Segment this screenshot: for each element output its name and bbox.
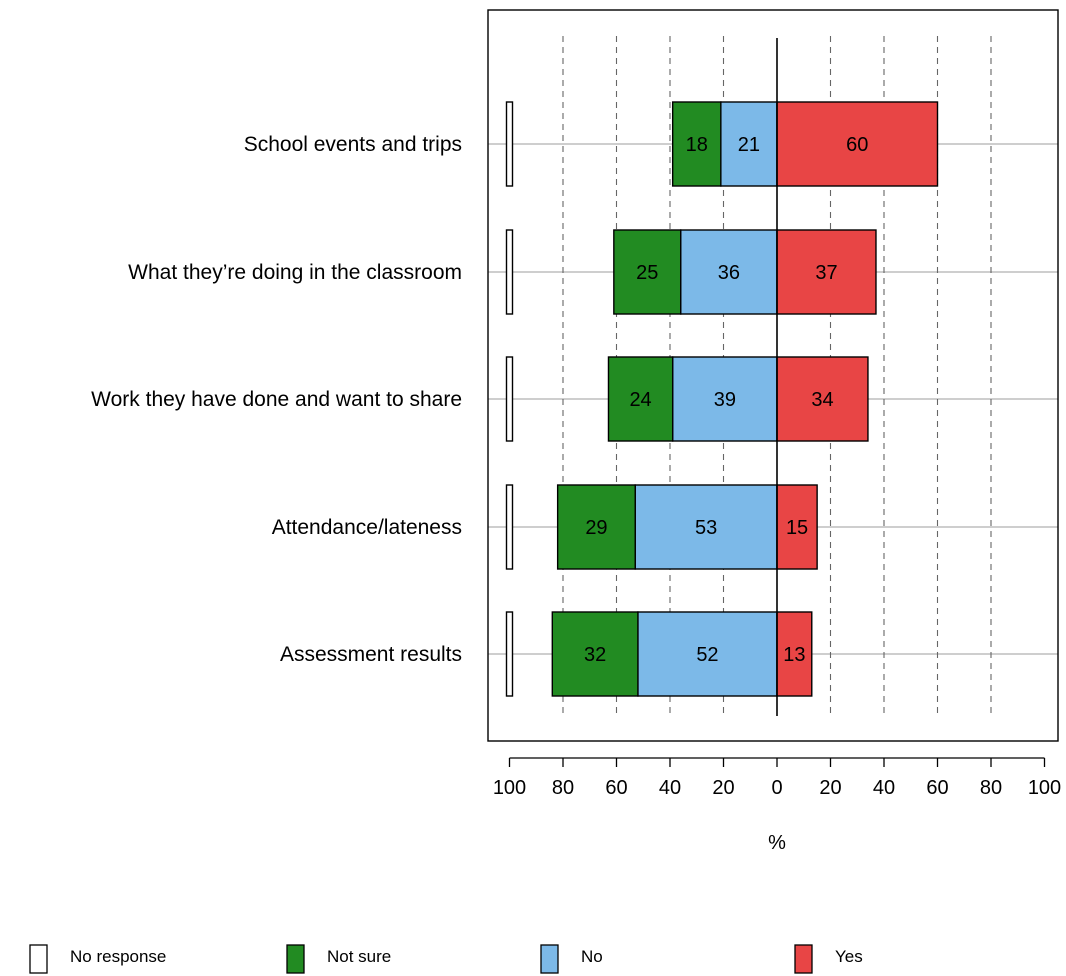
value-label-yes: 37 (815, 262, 837, 284)
x-tick-label: 20 (712, 777, 734, 799)
bars-layer: 18 21 60 25 36 37 24 39 34 29 53 15 32 52 13 (505, 101, 939, 697)
plot-frame (487, 9, 1059, 742)
value-label-not-sure: 32 (584, 644, 606, 666)
category-label: Attendance/lateness (272, 516, 462, 539)
bar-not-sure (551, 611, 639, 697)
x-tick-label: 40 (659, 777, 681, 799)
bar-no-response (505, 484, 514, 570)
value-label-no: 53 (695, 517, 717, 539)
bar-no-response (505, 229, 514, 315)
x-tick-label: 40 (873, 777, 895, 799)
value-label-no: 39 (714, 389, 736, 411)
category-label: What they’re doing in the classroom (128, 261, 462, 284)
x-tick-label: 100 (1028, 777, 1061, 799)
bar-no (671, 356, 778, 442)
legend-swatch (286, 944, 305, 974)
bar-not-sure (607, 356, 674, 442)
value-label-yes: 60 (846, 134, 868, 156)
legend-swatch (29, 944, 48, 974)
x-tick-label: 100 (493, 777, 526, 799)
bar-not-sure (671, 101, 722, 187)
category-label: Assessment results (280, 643, 462, 666)
bar-yes (776, 356, 869, 442)
value-label-yes: 34 (811, 389, 833, 411)
legend-label: No (581, 947, 603, 966)
bar-no (720, 101, 778, 187)
bar-no-response (505, 611, 514, 697)
bar-no-response (505, 101, 514, 187)
value-label-not-sure: 18 (686, 134, 708, 156)
value-label-no: 36 (718, 262, 740, 284)
category-label: School events and trips (244, 133, 462, 156)
x-tick-label: 60 (605, 777, 627, 799)
value-label-yes: 15 (786, 517, 808, 539)
value-label-yes: 13 (783, 644, 805, 666)
legend-layer: No response Not sure No Yes (29, 944, 863, 974)
category-label: Work they have done and want to share (91, 388, 462, 411)
value-label-not-sure: 24 (629, 389, 651, 411)
legend-label: No response (70, 947, 166, 966)
x-tick-label: 20 (819, 777, 841, 799)
x-tick-label: 80 (552, 777, 574, 799)
legend-swatch (540, 944, 559, 974)
value-label-no: 52 (696, 644, 718, 666)
category-label-layer: School events and trips What they’re doin… (91, 133, 462, 666)
legend-swatch (794, 944, 813, 974)
bar-not-sure (613, 229, 682, 315)
value-label-no: 21 (738, 134, 760, 156)
value-label-not-sure: 25 (636, 262, 658, 284)
value-label-not-sure: 29 (585, 517, 607, 539)
bar-yes (776, 101, 939, 187)
bar-yes (776, 611, 813, 697)
bar-yes (776, 484, 818, 570)
bar-no (637, 611, 778, 697)
x-tick-label: 0 (771, 777, 782, 799)
x-axis-label: % (768, 832, 786, 854)
x-tick-label: 60 (926, 777, 948, 799)
bar-yes (776, 229, 877, 315)
bar-not-sure (556, 484, 636, 570)
legend-label: Not sure (327, 947, 391, 966)
x-tick-label: 80 (980, 777, 1002, 799)
legend-label: Yes (835, 947, 863, 966)
x-axis-layer: 100 80 60 40 20 0 20 40 60 80 100% (493, 757, 1061, 854)
bar-no-response (505, 356, 514, 442)
